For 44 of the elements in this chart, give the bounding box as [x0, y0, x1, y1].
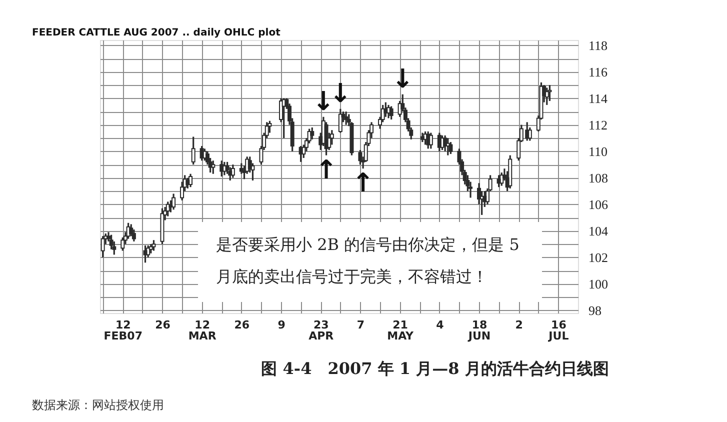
annotation: ↑ [315, 155, 338, 186]
y-tick-label: 104 [588, 223, 608, 238]
candlestick [186, 177, 190, 190]
annotation: ↑ [352, 168, 374, 199]
candlestick [389, 105, 394, 120]
candlestick [358, 149, 362, 166]
caption: 图 4-4 2007 年 1 月—8 月的活牛合约日线图 [261, 359, 609, 378]
chart-title: FEEDER CATTLE AUG 2007 .. daily OHLC plot [32, 27, 281, 38]
x-tick-label: 2 [515, 318, 523, 332]
x-tick-label: 26 [234, 318, 250, 332]
x-tick-label: 21 MAY [387, 318, 415, 342]
candlestick [496, 174, 501, 188]
y-tick-label: 110 [588, 144, 608, 159]
y-tick-label: 102 [588, 250, 608, 265]
candlestick [100, 235, 105, 258]
candlestick [384, 101, 388, 118]
candlestick [310, 126, 314, 140]
x-tick-label: 7 [356, 318, 365, 332]
candlestick [268, 120, 272, 134]
x-tick-label: 26 [155, 318, 171, 332]
x-tick-label: 9 [278, 318, 286, 332]
annotation: ↓ [392, 64, 414, 94]
candlestick [148, 243, 153, 254]
candlestick [152, 239, 156, 252]
y-tick-label: 106 [588, 196, 608, 212]
x-tick-label: 12 FEB07 [104, 318, 142, 342]
candlestick [220, 160, 224, 178]
x-tick-label: 23 APR [308, 318, 334, 342]
y-tick-label: 112 [588, 117, 608, 132]
x-tick-label: 18 JUN [467, 318, 491, 342]
y-tick-label: 108 [588, 170, 608, 186]
y-tick-label: 100 [588, 276, 608, 292]
candlestick [143, 244, 148, 264]
annotation: 是否要采用小 2B 的信号由你决定，但是 5 月底的卖出信号过于完美，不容错过！ [216, 235, 520, 286]
candlestick [109, 234, 114, 250]
y-tick-label: 118 [588, 38, 608, 53]
y-tick-label: 116 [588, 64, 608, 80]
x-tick-label: 16 JUL [548, 318, 569, 342]
x-tick-label: 12 MAR [188, 318, 217, 342]
x-tick-label: 4 [436, 318, 444, 332]
y-tick-label: 98 [588, 302, 602, 318]
source-note: 数据来源：网站授权使用 [32, 398, 164, 412]
candlestick [191, 136, 196, 166]
y-tick-label: 114 [588, 90, 608, 106]
